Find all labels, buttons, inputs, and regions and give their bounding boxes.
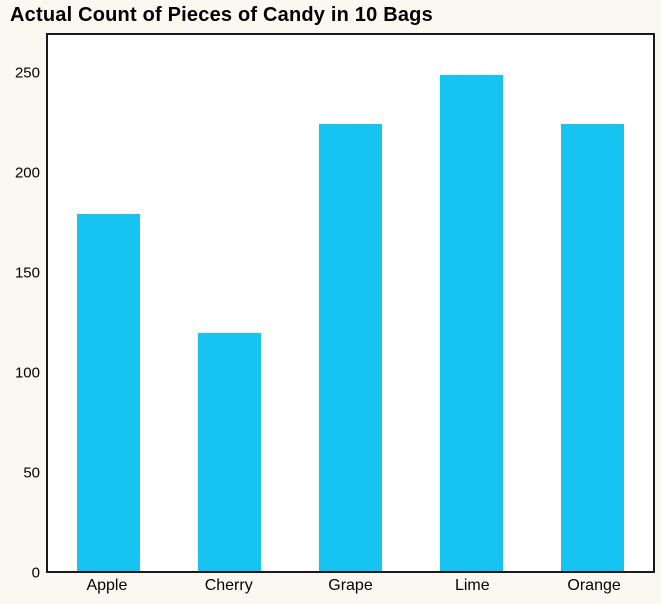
- bar-slot: [532, 35, 653, 571]
- y-tick-label: 0: [31, 564, 40, 582]
- y-tick-label: 100: [14, 364, 40, 382]
- x-tick-label: Apple: [86, 577, 128, 594]
- y-tick-label: 50: [23, 464, 40, 482]
- bar: [198, 332, 261, 571]
- bar: [561, 124, 624, 571]
- bar-slot: [290, 35, 411, 571]
- x-tick-label: Grape: [328, 577, 373, 594]
- y-tick-label: 250: [14, 64, 40, 82]
- plot-area: [46, 33, 655, 573]
- bar: [319, 124, 382, 571]
- x-tick-label: Cherry: [204, 577, 253, 594]
- bar-slot: [169, 35, 290, 571]
- y-axis: 0 50 100 150 200 250: [0, 33, 40, 582]
- y-tick-label: 150: [14, 264, 40, 282]
- chart-title: Actual Count of Pieces of Candy in 10 Ba…: [10, 4, 433, 26]
- x-tick-label: Lime: [454, 577, 490, 594]
- bar-slot: [411, 35, 532, 571]
- bar-slot: [48, 35, 169, 571]
- y-tick-label: 200: [14, 164, 40, 182]
- bar: [440, 74, 503, 571]
- bars: [48, 35, 653, 571]
- x-axis: Apple Cherry Grape Lime Orange: [46, 577, 655, 595]
- x-tick-label: Orange: [567, 577, 621, 594]
- bar: [77, 213, 140, 571]
